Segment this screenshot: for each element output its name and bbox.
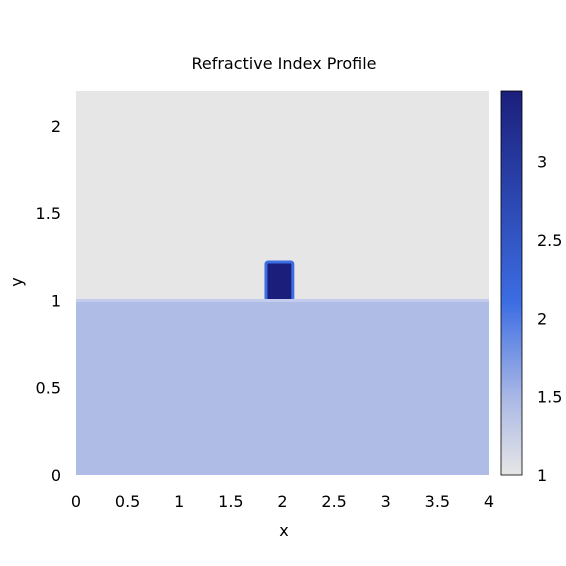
colorbar-tick-label: 1	[537, 466, 547, 485]
region-substrate	[76, 300, 489, 475]
region-core	[264, 260, 295, 302]
colorbar-ticks: 1 1.5 2 2.5 3	[537, 153, 562, 485]
x-tick-label: 0.5	[115, 492, 140, 511]
colorbar-tick-label: 2	[537, 309, 547, 328]
x-tick-label: 2.5	[321, 492, 346, 511]
x-tick-label: 0	[71, 492, 81, 511]
colorbar-tick-label: 1.5	[537, 388, 562, 407]
x-tick-label: 3	[381, 492, 391, 511]
plot-area	[76, 91, 489, 475]
chart-title: Refractive Index Profile	[191, 54, 376, 73]
x-axis-label: x	[279, 521, 288, 540]
x-tick-label: 3.5	[425, 492, 450, 511]
colorbar	[500, 90, 523, 476]
x-tick-label: 4	[484, 492, 494, 511]
colorbar-tick-label: 2.5	[537, 231, 562, 250]
y-tick-label: 2	[51, 117, 61, 136]
x-axis-ticks: 0 0.5 1 1.5 2 2.5 3 3.5 4	[71, 492, 494, 511]
y-axis-ticks: 0 0.5 1 1.5 2	[36, 117, 61, 485]
y-tick-label: 0	[51, 466, 61, 485]
y-tick-label: 1	[51, 291, 61, 310]
colorbar-tick-label: 3	[537, 153, 547, 172]
y-axis-label: y	[7, 277, 26, 286]
y-tick-label: 0.5	[36, 379, 61, 398]
x-tick-label: 2	[277, 492, 287, 511]
x-tick-label: 1.5	[218, 492, 243, 511]
x-tick-label: 1	[174, 492, 184, 511]
y-tick-label: 1.5	[36, 204, 61, 223]
